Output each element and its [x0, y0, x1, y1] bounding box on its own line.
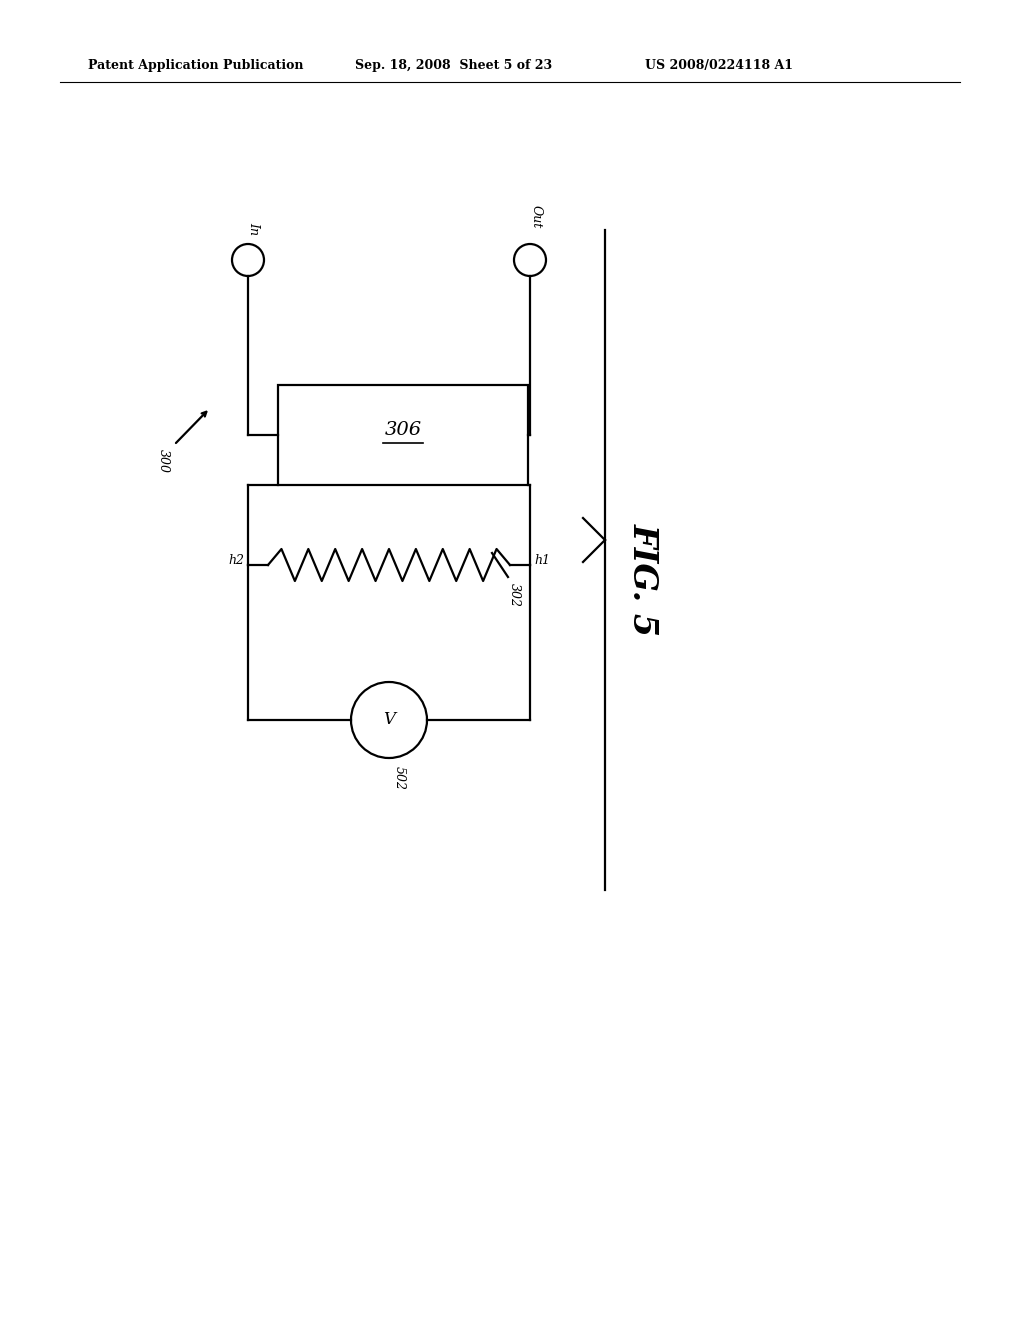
Text: Patent Application Publication: Patent Application Publication	[88, 58, 303, 71]
Text: In: In	[248, 222, 260, 235]
Bar	[278, 385, 528, 484]
Text: h2: h2	[228, 553, 244, 566]
Text: 306: 306	[384, 421, 422, 440]
Text: h1: h1	[534, 553, 550, 566]
Text: Out: Out	[529, 205, 543, 228]
Text: US 2008/0224118 A1: US 2008/0224118 A1	[645, 58, 793, 71]
Text: 302: 302	[508, 583, 521, 607]
Text: V: V	[383, 711, 395, 729]
Text: 300: 300	[157, 449, 170, 473]
Text: 502: 502	[393, 766, 406, 789]
Text: Sep. 18, 2008  Sheet 5 of 23: Sep. 18, 2008 Sheet 5 of 23	[355, 58, 552, 71]
Text: FIG. 5: FIG. 5	[627, 524, 659, 636]
